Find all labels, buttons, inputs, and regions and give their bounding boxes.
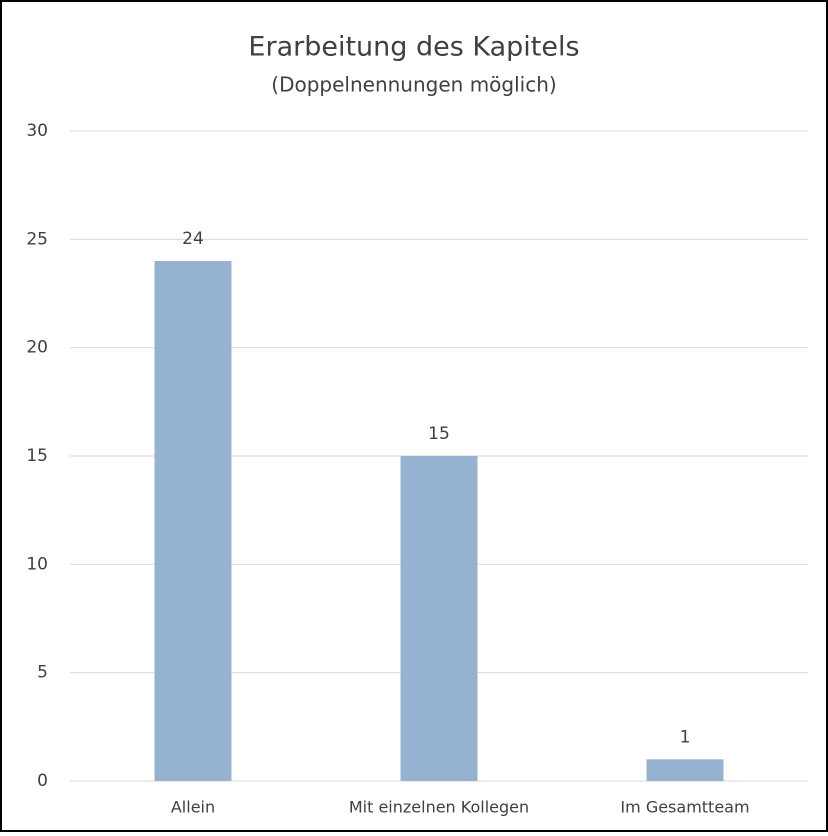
bar (400, 456, 478, 781)
x-tick-label: Mit einzelnen Kollegen (349, 798, 529, 817)
bar (646, 759, 724, 781)
chart-title: Erarbeitung des Kapitels (248, 32, 579, 63)
data-label: 24 (182, 229, 204, 249)
y-tick-label: 10 (26, 554, 48, 574)
data-label: 15 (428, 424, 450, 444)
x-tick-label: Allein (171, 798, 215, 817)
y-tick-label: 25 (26, 229, 48, 249)
y-tick-label: 15 (26, 446, 48, 466)
y-tick-label: 0 (37, 771, 48, 791)
bar (154, 261, 232, 781)
x-tick-label: Im Gesamtteam (620, 798, 749, 817)
y-tick-label: 20 (26, 338, 48, 358)
data-label: 1 (680, 727, 691, 747)
chart-subtitle: (Doppelnennungen möglich) (271, 73, 556, 97)
y-tick-label: 30 (26, 121, 48, 141)
y-tick-label: 5 (37, 663, 48, 683)
